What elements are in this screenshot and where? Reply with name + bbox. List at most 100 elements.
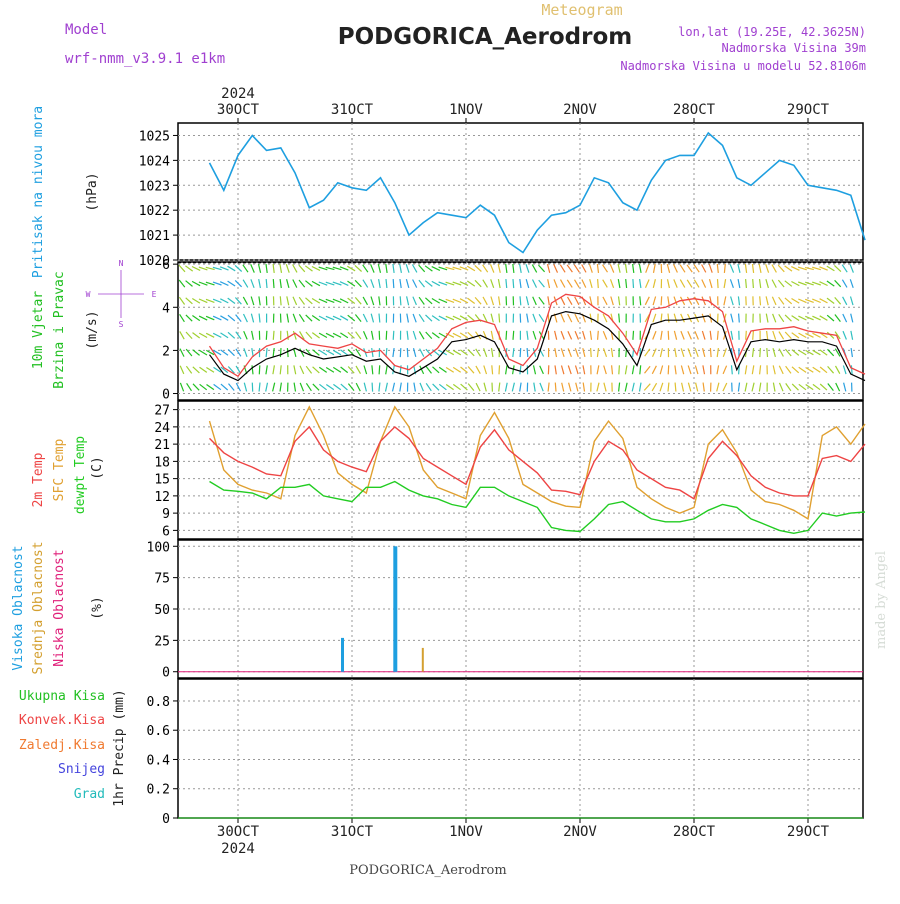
- wind-arrow: [468, 315, 475, 321]
- wind-arrow: [499, 314, 500, 323]
- wind-arrow: [779, 332, 784, 340]
- elev-label: Nadmorska Visina 39m: [722, 41, 867, 55]
- wind-arrow: [526, 279, 529, 288]
- wind-arrow: [851, 331, 853, 340]
- wind-arrow: [773, 383, 775, 392]
- wind-arrow: [228, 332, 235, 338]
- bottom-date-label: 29OCT: [787, 824, 830, 840]
- compass-s: S: [119, 320, 124, 329]
- wind-arrow: [753, 279, 754, 288]
- wind-arrow: [244, 314, 248, 322]
- wind-arrow: [319, 367, 326, 372]
- wind-arrow: [611, 348, 612, 357]
- wind-arrow: [499, 296, 500, 305]
- watermark: made by Angel: [874, 551, 889, 649]
- wind-arrow: [799, 384, 806, 390]
- wind-arrow: [626, 279, 627, 288]
- wind-arrow: [668, 331, 669, 340]
- wind-arrow: [356, 383, 360, 391]
- wind-arrow: [752, 383, 754, 392]
- wind-arrow: [348, 367, 354, 374]
- dewpt-temp-line: [210, 482, 866, 534]
- wind-arrow: [533, 280, 537, 288]
- y-tick-label: 0.8: [147, 695, 170, 710]
- wind-arrow: [682, 383, 684, 392]
- wind-arrow: [786, 366, 791, 373]
- wind-arrow: [433, 384, 439, 390]
- wind-arrow: [745, 264, 746, 273]
- wind-arrow: [652, 383, 657, 391]
- wind-arrow: [561, 348, 564, 357]
- wind-arrow: [785, 281, 792, 287]
- wind-arrow: [785, 298, 792, 304]
- wind-arrow: [668, 279, 670, 288]
- wind-arrow: [273, 264, 274, 273]
- wind-arrow: [597, 264, 598, 273]
- wind-arrow: [407, 314, 409, 323]
- wind-arrow: [760, 279, 761, 288]
- wind-arrow: [498, 279, 500, 288]
- station-title: PODGORICA_Aerodrom: [338, 24, 633, 50]
- wind-arrow: [259, 296, 260, 305]
- wind-arrow: [554, 279, 557, 287]
- wind-arrow: [266, 264, 267, 273]
- wind-arrow: [180, 366, 184, 374]
- wind-arrow: [633, 331, 634, 340]
- wind-arrow: [299, 314, 304, 322]
- wind-arrow: [400, 264, 402, 273]
- wind-arrow: [505, 383, 507, 392]
- wind-arrow: [520, 296, 521, 305]
- wind-arrow: [420, 349, 424, 357]
- wind-arrow: [372, 383, 373, 392]
- wind-arrow: [653, 331, 656, 339]
- wind-arrow: [668, 383, 669, 392]
- wind-arrow: [675, 383, 676, 392]
- wind-arrow: [259, 314, 260, 323]
- wind-arrow: [555, 383, 556, 392]
- y-tick-label: 2: [162, 344, 170, 359]
- wind-arrow: [738, 279, 740, 288]
- wind-arrow: [760, 365, 761, 374]
- wind-arrow: [785, 266, 792, 271]
- wind-arrow: [491, 297, 494, 306]
- wind-arrow: [759, 264, 761, 273]
- wind-arrow: [467, 298, 474, 303]
- wind-arrow: [266, 348, 267, 357]
- wind-arrow: [779, 314, 784, 322]
- wind-arrow: [446, 385, 453, 390]
- y-tick-label: 12: [154, 490, 170, 505]
- y-tick-label: 18: [154, 455, 170, 470]
- wind-arrow: [300, 383, 303, 391]
- wind-arrow: [426, 332, 432, 339]
- wind-arrow: [179, 297, 184, 304]
- wind-arrow: [680, 265, 685, 273]
- wind-arrow: [767, 348, 768, 357]
- bottom-date-label: 31OCT: [331, 824, 374, 840]
- wind-arrow: [591, 348, 592, 357]
- wind-arrow: [569, 383, 571, 392]
- wind-arrow: [527, 314, 529, 323]
- wind-arrow: [696, 383, 698, 392]
- wind-arrow: [492, 365, 493, 374]
- wind-arrow: [512, 383, 514, 392]
- wind-arrow: [372, 331, 374, 340]
- wind-arrow: [724, 279, 726, 288]
- wind-arrow: [738, 383, 739, 392]
- wind-arrow: [259, 264, 261, 273]
- pressure-unit: (hPa): [85, 172, 100, 211]
- wind-arrow: [243, 297, 247, 305]
- wind-arrow: [710, 331, 711, 340]
- bottom-date-label: 2NOV: [563, 824, 597, 840]
- wind-arrow: [644, 384, 650, 391]
- y-tick-label: 0: [162, 666, 170, 681]
- wind-arrow: [820, 384, 827, 390]
- wind-arrow: [348, 298, 355, 303]
- y-tick-label: 24: [154, 421, 170, 436]
- wind-arrow: [192, 299, 200, 304]
- wind-arrow: [703, 348, 705, 357]
- wind-arrow: [484, 348, 487, 357]
- wind-arrow: [688, 383, 690, 392]
- wind-arrow: [287, 296, 289, 305]
- wind-arrow: [193, 367, 200, 373]
